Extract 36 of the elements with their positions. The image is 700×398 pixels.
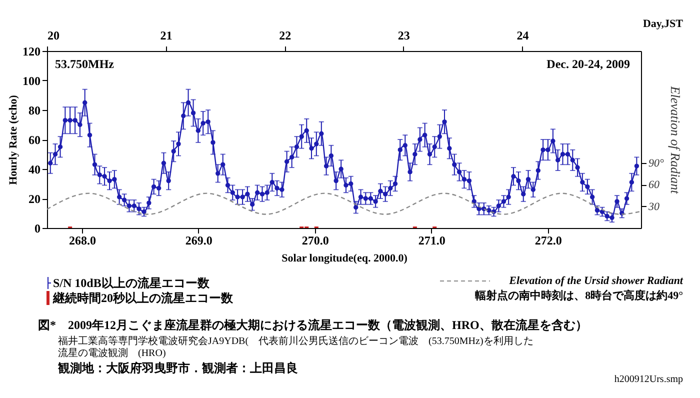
x-tick-label: 271.0 (418, 234, 446, 248)
x-tick-label: 270.0 (302, 234, 329, 248)
x2-tick-label: 21 (160, 28, 172, 42)
annotation: 53.750MHz (55, 57, 115, 71)
legend-label: S/N 10dB以上の流星エコー数 (53, 276, 210, 290)
x2-tick-label: 22 (279, 28, 292, 42)
x2-axis-title: Day,JST (642, 18, 684, 30)
text: h200912Urs.smp (614, 374, 683, 385)
text: 図* 2009年12月こぐま座流星群の極大期における流星エコー数（電波観測、HRO、散在流星を含む） (38, 318, 588, 332)
y-tick-label: 120 (22, 44, 40, 58)
x-tick-label: 269.0 (185, 234, 212, 248)
y-tick-label: 100 (22, 74, 40, 88)
y2-tick-label: 60 (648, 179, 660, 192)
y-tick-label: 80 (28, 104, 40, 118)
y-tick-label: 0 (34, 222, 40, 236)
y-tick-label: 60 (28, 133, 40, 147)
legend-label: Elevation of the Ursid shower Radiant (508, 275, 684, 287)
x-tick-label: 272.0 (534, 234, 562, 248)
y2-axis-title: Elevation of Radiant (668, 85, 683, 194)
x-tick-label: 268.0 (68, 234, 96, 248)
x2-tick-label: 23 (398, 28, 410, 42)
line-series (46, 192, 642, 215)
text: 輻射点の南中時刻は、8時台で高度は約49° (474, 289, 683, 302)
text: 流星の電波観測 (HRO) (58, 347, 166, 359)
y-tick-label: 20 (28, 192, 40, 206)
legend-label: 継続時間20秒以上の流星エコー数 (52, 291, 234, 305)
x2-tick-label: 20 (48, 28, 60, 42)
x-axis-title: Solar longitude(eq. 2000.0) (282, 252, 408, 264)
text: 福井工業高等専門学校電波研究会JA9YDB( 代表前川公男氏送信のビーコン電波 (53.750MHz)を利用した (58, 335, 534, 347)
x2-tick-label: 24 (516, 28, 529, 42)
y-tick-label: 40 (28, 162, 40, 176)
y2-tick-label: 30 (648, 200, 660, 213)
y-axis-title: Hourly Rate (echo) (8, 94, 20, 185)
y2-tick-label: 90° (648, 157, 664, 170)
text: 観測地：大阪府羽曳野市．観測者：上田昌良 (57, 361, 298, 375)
annotation: Dec. 20-24, 2009 (546, 57, 630, 71)
